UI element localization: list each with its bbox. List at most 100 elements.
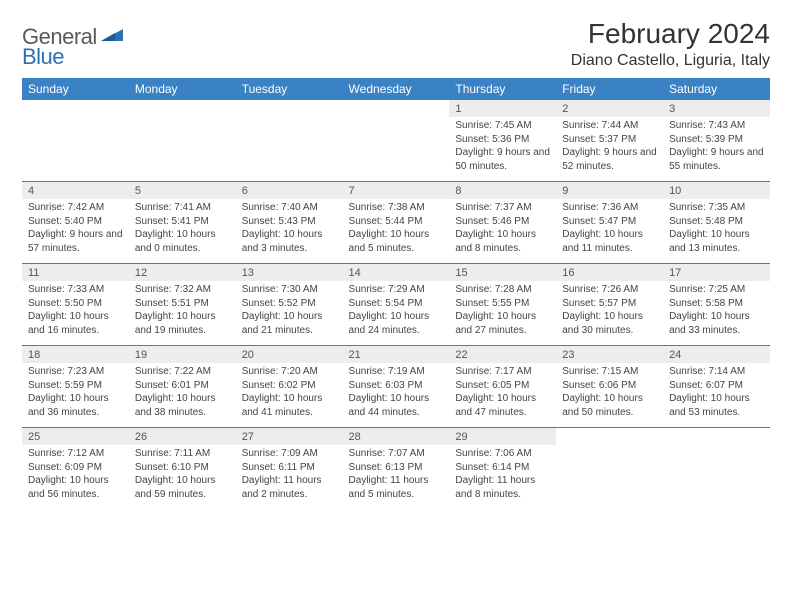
- title-block: February 2024 Diano Castello, Liguria, I…: [571, 18, 770, 70]
- day-detail-cell: Sunrise: 7:38 AMSunset: 5:44 PMDaylight:…: [343, 199, 450, 264]
- daylight-text: Daylight: 10 hours and 53 minutes.: [669, 392, 764, 419]
- day-detail-cell: Sunrise: 7:23 AMSunset: 5:59 PMDaylight:…: [22, 363, 129, 428]
- day-detail-cell: [556, 445, 663, 509]
- sunrise-text: Sunrise: 7:19 AM: [349, 365, 444, 379]
- day-number-cell: 23: [556, 346, 663, 363]
- day-number-cell: 6: [236, 182, 343, 199]
- day-number-cell: 3: [663, 100, 770, 117]
- day-number-cell: [556, 428, 663, 445]
- sunrise-text: Sunrise: 7:15 AM: [562, 365, 657, 379]
- day-detail-row: Sunrise: 7:12 AMSunset: 6:09 PMDaylight:…: [22, 445, 770, 509]
- day-detail-cell: [129, 117, 236, 182]
- sunrise-text: Sunrise: 7:36 AM: [562, 201, 657, 215]
- day-detail-cell: Sunrise: 7:26 AMSunset: 5:57 PMDaylight:…: [556, 281, 663, 346]
- day-detail-cell: Sunrise: 7:06 AMSunset: 6:14 PMDaylight:…: [449, 445, 556, 509]
- sunrise-text: Sunrise: 7:29 AM: [349, 283, 444, 297]
- day-number-cell: 10: [663, 182, 770, 199]
- day-number-cell: 27: [236, 428, 343, 445]
- sunset-text: Sunset: 6:13 PM: [349, 461, 444, 475]
- day-detail-cell: Sunrise: 7:32 AMSunset: 5:51 PMDaylight:…: [129, 281, 236, 346]
- day-detail-cell: Sunrise: 7:20 AMSunset: 6:02 PMDaylight:…: [236, 363, 343, 428]
- daylight-text: Daylight: 10 hours and 24 minutes.: [349, 310, 444, 337]
- sunset-text: Sunset: 5:58 PM: [669, 297, 764, 311]
- day-detail-cell: Sunrise: 7:44 AMSunset: 5:37 PMDaylight:…: [556, 117, 663, 182]
- day-header-row: Sunday Monday Tuesday Wednesday Thursday…: [22, 78, 770, 100]
- day-number-cell: 17: [663, 264, 770, 281]
- sunset-text: Sunset: 5:43 PM: [242, 215, 337, 229]
- daylight-text: Daylight: 9 hours and 52 minutes.: [562, 146, 657, 173]
- daylight-text: Daylight: 10 hours and 27 minutes.: [455, 310, 550, 337]
- sunrise-text: Sunrise: 7:32 AM: [135, 283, 230, 297]
- day-number-cell: 2: [556, 100, 663, 117]
- sunset-text: Sunset: 5:44 PM: [349, 215, 444, 229]
- day-number-cell: 8: [449, 182, 556, 199]
- day-detail-cell: Sunrise: 7:42 AMSunset: 5:40 PMDaylight:…: [22, 199, 129, 264]
- sunset-text: Sunset: 6:07 PM: [669, 379, 764, 393]
- sunset-text: Sunset: 6:05 PM: [455, 379, 550, 393]
- day-number-cell: 20: [236, 346, 343, 363]
- sunset-text: Sunset: 6:09 PM: [28, 461, 123, 475]
- day-number-cell: [22, 100, 129, 117]
- day-detail-row: Sunrise: 7:23 AMSunset: 5:59 PM Daylight:…: [22, 363, 770, 428]
- sunrise-text: Sunrise: 7:28 AM: [455, 283, 550, 297]
- daylight-text: Daylight: 10 hours and 30 minutes.: [562, 310, 657, 337]
- day-detail-row: Sunrise: 7:45 AMSunset: 5:36 PM Daylight:…: [22, 117, 770, 182]
- calendar-page: General February 2024 Diano Castello, Li…: [0, 0, 792, 509]
- sunrise-text: Sunrise: 7:25 AM: [669, 283, 764, 297]
- sunset-text: Sunset: 6:14 PM: [455, 461, 550, 475]
- day-header-tue: Tuesday: [236, 78, 343, 100]
- day-detail-cell: [343, 117, 450, 182]
- sunrise-text: Sunrise: 7:23 AM: [28, 365, 123, 379]
- sunset-text: Sunset: 5:48 PM: [669, 215, 764, 229]
- day-number-cell: 24: [663, 346, 770, 363]
- day-detail-cell: Sunrise: 7:19 AMSunset: 6:03 PMDaylight:…: [343, 363, 450, 428]
- sunrise-text: Sunrise: 7:41 AM: [135, 201, 230, 215]
- daylight-text: Daylight: 10 hours and 21 minutes.: [242, 310, 337, 337]
- day-detail-cell: [663, 445, 770, 509]
- day-number-row: 123: [22, 100, 770, 117]
- day-detail-cell: Sunrise: 7:09 AMSunset: 6:11 PMDaylight:…: [236, 445, 343, 509]
- daylight-text: Daylight: 10 hours and 19 minutes.: [135, 310, 230, 337]
- day-detail-cell: Sunrise: 7:41 AMSunset: 5:41 PMDaylight:…: [129, 199, 236, 264]
- sunrise-text: Sunrise: 7:35 AM: [669, 201, 764, 215]
- day-detail-cell: Sunrise: 7:12 AMSunset: 6:09 PMDaylight:…: [22, 445, 129, 509]
- day-detail-cell: Sunrise: 7:14 AMSunset: 6:07 PMDaylight:…: [663, 363, 770, 428]
- sunset-text: Sunset: 6:03 PM: [349, 379, 444, 393]
- day-number-cell: 25: [22, 428, 129, 445]
- sunset-text: Sunset: 5:59 PM: [28, 379, 123, 393]
- sunrise-text: Sunrise: 7:45 AM: [455, 119, 550, 133]
- sunrise-text: Sunrise: 7:37 AM: [455, 201, 550, 215]
- daylight-text: Daylight: 10 hours and 5 minutes.: [349, 228, 444, 255]
- day-header-mon: Monday: [129, 78, 236, 100]
- daylight-text: Daylight: 10 hours and 44 minutes.: [349, 392, 444, 419]
- sunrise-text: Sunrise: 7:14 AM: [669, 365, 764, 379]
- day-detail-cell: Sunrise: 7:07 AMSunset: 6:13 PMDaylight:…: [343, 445, 450, 509]
- sunrise-text: Sunrise: 7:09 AM: [242, 447, 337, 461]
- sunset-text: Sunset: 6:02 PM: [242, 379, 337, 393]
- daylight-text: Daylight: 11 hours and 2 minutes.: [242, 474, 337, 501]
- sunset-text: Sunset: 5:55 PM: [455, 297, 550, 311]
- day-number-cell: [129, 100, 236, 117]
- day-number-cell: [236, 100, 343, 117]
- sunset-text: Sunset: 5:54 PM: [349, 297, 444, 311]
- daylight-text: Daylight: 10 hours and 41 minutes.: [242, 392, 337, 419]
- day-number-cell: 5: [129, 182, 236, 199]
- daylight-text: Daylight: 10 hours and 16 minutes.: [28, 310, 123, 337]
- sunset-text: Sunset: 5:36 PM: [455, 133, 550, 147]
- day-number-cell: 16: [556, 264, 663, 281]
- calendar-body: 123Sunrise: 7:45 AMSunset: 5:36 PMDaylig…: [22, 100, 770, 509]
- day-detail-row: Sunrise: 7:42 AMSunset: 5:40 PMDaylight:…: [22, 199, 770, 264]
- daylight-text: Daylight: 9 hours and 57 minutes.: [28, 228, 123, 255]
- day-number-cell: 28: [343, 428, 450, 445]
- day-number-cell: 12: [129, 264, 236, 281]
- day-number-row: 11121314151617: [22, 264, 770, 281]
- day-number-cell: 26: [129, 428, 236, 445]
- day-number-cell: 21: [343, 346, 450, 363]
- sunset-text: Sunset: 5:41 PM: [135, 215, 230, 229]
- sunset-text: Sunset: 5:51 PM: [135, 297, 230, 311]
- daylight-text: Daylight: 11 hours and 8 minutes.: [455, 474, 550, 501]
- day-header-fri: Friday: [556, 78, 663, 100]
- day-detail-cell: Sunrise: 7:33 AMSunset: 5:50 PMDaylight:…: [22, 281, 129, 346]
- daylight-text: Daylight: 10 hours and 11 minutes.: [562, 228, 657, 255]
- day-header-sat: Saturday: [663, 78, 770, 100]
